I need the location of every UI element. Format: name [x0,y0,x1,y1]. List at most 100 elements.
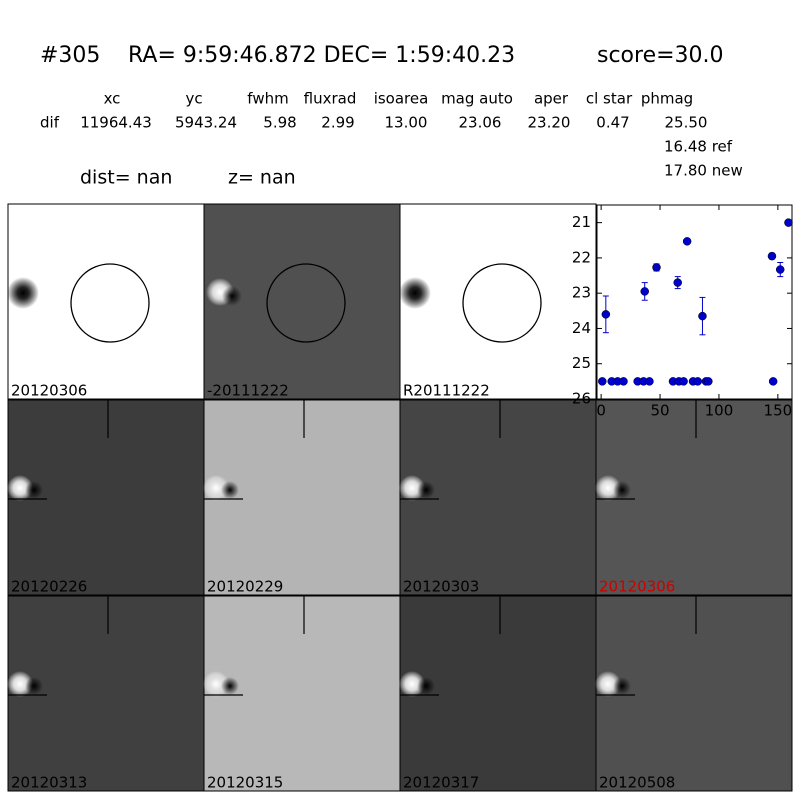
table-value: 5.98 [263,114,296,132]
plot-area [596,204,793,400]
point [601,310,611,319]
image-panel: 20120303 [399,399,597,596]
title-score: score=30.0 [597,43,724,68]
column-header: fwhm [247,90,288,108]
panel-bg [399,203,597,400]
point [775,265,785,274]
y-tick-label: 21 [572,213,591,231]
blob [613,481,631,499]
x-tick-label: 100 [705,402,734,420]
z: z= nan [228,167,296,189]
y-tick-label: 22 [572,248,591,266]
point [768,377,778,386]
image-panel: 20120315 [203,595,401,792]
panel-bg [595,399,793,596]
source [7,277,39,309]
point [598,377,607,386]
column-header: isoarea [374,90,429,108]
point [652,263,661,272]
table-value: 25.50 [665,114,708,132]
panel-label: R20111222 [403,382,490,400]
dist: dist= nan [80,167,172,189]
blob [222,286,242,306]
panel-bg [203,399,401,596]
y-tick-label: 23 [572,284,591,302]
table-value: 23.20 [528,114,571,132]
point [693,377,702,386]
x-tick-label: 0 [596,402,606,420]
column-header: fluxrad [304,90,357,108]
point [640,287,649,296]
x-tick-label: 50 [650,402,669,420]
panel-label: 20120226 [11,578,87,596]
image-panel: 20120306 [7,203,205,400]
table-value: 13.00 [385,114,428,132]
x-tick-label: 150 [764,402,793,420]
panel-label: 20120317 [403,774,479,792]
blob [613,677,631,695]
panel-label: 20120303 [403,578,479,596]
source [399,277,431,309]
column-header: phmag [641,90,693,108]
table-value: 11964.43 [80,114,152,132]
panel-label: 20120315 [207,774,283,792]
table-value: 23.06 [459,114,502,132]
panel-label: 20120313 [11,774,87,792]
image-panel: 20120313 [7,595,205,792]
panel-label: 20120508 [599,774,675,792]
image-panel: 20120306 [595,399,793,596]
point [645,377,654,386]
panel-bg [7,399,205,596]
point [698,311,707,321]
title-coords: RA= 9:59:46.872 DEC= 1:59:40.23 [128,43,515,68]
point [784,218,793,227]
column-header: aper [534,90,569,108]
blob [221,677,239,695]
blob [417,677,435,695]
panel-label: 20120306 [599,578,675,596]
image-panel: 20120508 [595,595,793,792]
panel-bg [7,595,205,792]
y-tick-label: 25 [572,354,591,372]
point [704,377,713,386]
panel-bg [399,399,597,596]
point [679,377,688,386]
aperture [462,263,542,343]
panel-label: 20120229 [207,578,283,596]
column-header: mag auto [441,90,513,108]
point [673,278,682,287]
panel-bg [595,595,793,792]
image-panel: -20111222 [203,203,401,400]
panel-label: 20120306 [11,382,87,400]
image-panel: R20111222 [399,203,597,400]
y-tick-label: 24 [572,319,591,337]
panel-bg [399,595,597,792]
blob [221,481,239,499]
table-value: 2.99 [321,114,354,132]
extra-value: 17.80 new [664,162,743,180]
blob [417,481,435,499]
point [682,237,692,246]
column-header: yc [185,90,202,108]
blob [25,677,43,695]
row-label: dif [40,114,60,132]
panel-label: -20111222 [207,382,289,400]
table-value: 0.47 [596,114,629,132]
extra-value: 16.48 ref [664,138,733,156]
aperture [70,263,150,343]
point [619,377,628,386]
y-tick-label: 26 [572,390,591,408]
panel-bg [7,203,205,400]
column-header: cl star [586,90,633,108]
aperture [266,263,346,343]
panel-bg [203,595,401,792]
image-panel: 20120229 [203,399,401,596]
blob [25,481,43,499]
column-header: xc [104,90,121,108]
image-panel: 20120317 [399,595,597,792]
title-id: #305 [40,43,100,68]
image-panel: 20120226 [7,399,205,596]
point [767,251,777,261]
